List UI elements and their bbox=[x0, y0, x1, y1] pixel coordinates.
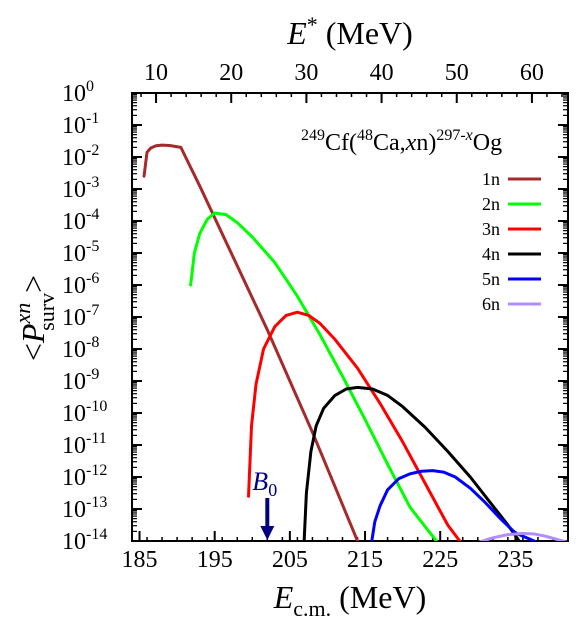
x2-axis-title: E* (MeV) bbox=[286, 12, 413, 51]
axis-ticks bbox=[132, 92, 569, 542]
y-tick-label: 10-10 bbox=[62, 398, 107, 427]
reaction-annotation: 249Cf(48Ca,xn)297-xOg bbox=[301, 127, 502, 156]
x-tick-label: 185 bbox=[122, 547, 158, 573]
legend-label-6n: 6n bbox=[482, 294, 500, 314]
y-tick-label: 10-14 bbox=[62, 526, 107, 555]
y-tick-label: 10-4 bbox=[62, 206, 99, 235]
x-tick-label: 235 bbox=[497, 547, 533, 573]
y-tick-label: 10-5 bbox=[62, 238, 99, 267]
legend-label-1n: 1n bbox=[482, 169, 500, 189]
x-axis-title: Ec.m. (MeV) bbox=[273, 579, 427, 621]
x2-tick-label: 10 bbox=[144, 60, 168, 86]
b0-label: B0 bbox=[252, 467, 277, 500]
legend-label-5n: 5n bbox=[482, 269, 500, 289]
x-tick-label: 195 bbox=[197, 547, 233, 573]
y-tick-label: 10-11 bbox=[62, 430, 107, 459]
x2-tick-label: 60 bbox=[520, 60, 544, 86]
axis-labels: 185 195 205 215 225 235 10 20 30 40 50 60 100 10-1 10-… bbox=[10, 12, 544, 621]
y-axis-title: <Pxnsurv> bbox=[10, 275, 59, 361]
y-tick-label: 10-13 bbox=[62, 494, 107, 523]
series-group bbox=[142, 143, 568, 541]
series-line-5n bbox=[370, 469, 536, 541]
series-line-6n bbox=[477, 531, 568, 541]
x2-tick-label: 50 bbox=[445, 60, 469, 86]
legend-label-4n: 4n bbox=[482, 244, 500, 264]
x-tick-label: 225 bbox=[422, 547, 458, 573]
legend-label-3n: 3n bbox=[482, 219, 500, 239]
plot-frame bbox=[131, 92, 569, 542]
y-tick-label: 10-12 bbox=[62, 462, 107, 491]
x-tick-label: 205 bbox=[272, 547, 308, 573]
y-tick-label: 10-7 bbox=[62, 302, 99, 331]
y-tick-label: 100 bbox=[62, 78, 94, 107]
y-tick-label: 10-3 bbox=[62, 174, 99, 203]
x2-tick-label: 40 bbox=[370, 60, 394, 86]
y-tick-label: 10-1 bbox=[62, 110, 99, 139]
y-tick-label: 10-9 bbox=[62, 366, 99, 395]
x2-tick-label: 20 bbox=[219, 60, 243, 86]
x2-tick-label: 30 bbox=[294, 60, 318, 86]
y-tick-label: 10-8 bbox=[62, 334, 99, 363]
b0-arrow-head bbox=[260, 526, 275, 540]
series-line-4n bbox=[302, 385, 521, 541]
x-tick-label: 215 bbox=[347, 547, 383, 573]
series-line-3n bbox=[247, 310, 462, 541]
series-line-1n bbox=[142, 143, 360, 541]
legend-label-2n: 2n bbox=[482, 194, 500, 214]
y-tick-label: 10-6 bbox=[62, 270, 99, 299]
series-line-2n bbox=[189, 211, 438, 541]
y-tick-label: 10-2 bbox=[62, 142, 99, 171]
